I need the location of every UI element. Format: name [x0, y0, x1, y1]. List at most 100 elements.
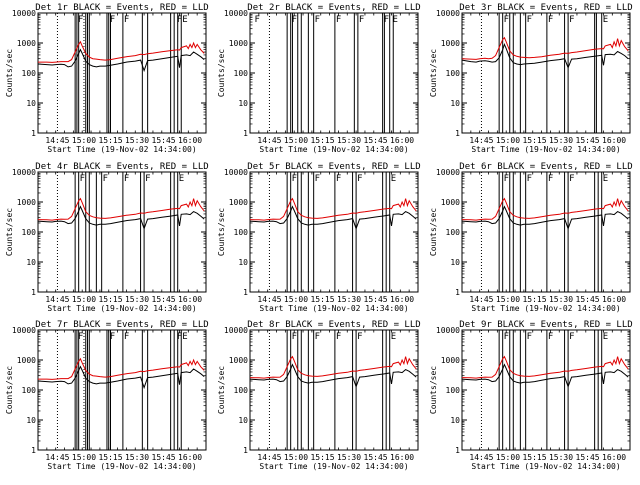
events-series-line [37, 205, 205, 231]
x-tick-label: 15:45 [364, 295, 388, 304]
flag-label: F [80, 174, 85, 184]
flag-label: E [603, 332, 608, 342]
flag-label: F [504, 15, 509, 25]
detector-panel: Det 2r BLACK = Events, RED = LLD 1 10 100 10… [217, 3, 421, 154]
y-tick-label: 1 [455, 129, 460, 138]
events-series-line [249, 205, 417, 231]
flag-label: F [527, 174, 532, 184]
y-tick-label: 100 [234, 228, 249, 237]
detector-panel: Det 1r BLACK = Events, RED = LLD 1 10 100 10… [5, 3, 209, 154]
x-axis-label: Start Time (19-Nov-02 14:34:00) [47, 462, 196, 471]
y-tick-label: 100 [22, 228, 37, 237]
x-tick-label: 15:45 [576, 136, 600, 145]
x-axis-label: Start Time (19-Nov-02 14:34:00) [47, 304, 196, 313]
events-series-line [37, 365, 205, 390]
x-tick-label: 16:00 [602, 295, 626, 304]
flag-label: F [177, 15, 182, 25]
y-tick-label: 1000 [17, 39, 36, 48]
x-tick-label: 14:45 [469, 453, 493, 462]
y-tick-label: 1000 [441, 198, 460, 207]
panel-title: Det 1r BLACK = Events, RED = LLD [35, 3, 208, 13]
lld-series-line [461, 355, 629, 379]
y-tick-label: 10000 [224, 9, 248, 18]
y-tick-label: 10 [450, 258, 460, 267]
x-tick-label: 14:45 [469, 295, 493, 304]
detector-panel: Det 4r BLACK = Events, RED = LLD 1 10 100 10… [5, 162, 209, 313]
x-tick-label: 15:00 [284, 453, 308, 462]
x-tick-label: 15:45 [364, 453, 388, 462]
plot-frame [461, 329, 631, 451]
y-tick-label: 10000 [12, 326, 36, 335]
x-axis-label: Start Time (19-Nov-02 14:34:00) [259, 462, 408, 471]
flag-label: F [569, 15, 574, 25]
flag-label: F [315, 174, 320, 184]
x-tick-label: 16:00 [602, 136, 626, 145]
detector-panel: Det 9r BLACK = Events, RED = LLD 1 10 100 10… [429, 320, 633, 471]
y-tick-label: 1000 [229, 198, 248, 207]
y-tick-label: 1 [243, 129, 248, 138]
y-tick-label: 10000 [12, 168, 36, 177]
detector-panel: Det 6r BLACK = Events, RED = LLD 1 10 100 10… [429, 162, 633, 313]
x-tick-label: 15:00 [284, 136, 308, 145]
x-tick-label: 16:00 [390, 295, 414, 304]
panel-title: Det 8r BLACK = Events, RED = LLD [247, 320, 420, 330]
flag-label: F [110, 15, 115, 25]
y-tick-label: 10 [238, 99, 248, 108]
events-series-line [37, 48, 205, 73]
x-tick-label: 15:30 [125, 295, 149, 304]
y-tick-label: 1 [243, 288, 248, 297]
lld-series-line [461, 36, 629, 60]
x-tick-label: 16:00 [390, 453, 414, 462]
x-tick-label: 14:45 [469, 136, 493, 145]
y-tick-label: 10 [450, 416, 460, 425]
lld-series-line [249, 355, 417, 379]
flag-label: F [78, 15, 83, 25]
y-tick-label: 10000 [436, 168, 460, 177]
x-axis-label: Start Time (19-Nov-02 14:34:00) [259, 304, 408, 313]
lld-series-line [38, 357, 205, 380]
flag-label: F [292, 332, 297, 342]
panel-title: Det 3r BLACK = Events, RED = LLD [459, 3, 632, 13]
flag-label: F [124, 174, 129, 184]
y-tick-label: 10000 [224, 168, 248, 177]
y-axis-label: Counts/sec [429, 208, 438, 256]
y-tick-label: 10 [450, 99, 460, 108]
flag-label: F [124, 15, 129, 25]
y-tick-label: 10 [26, 258, 36, 267]
flag-label: F [177, 332, 182, 342]
y-tick-label: 100 [22, 386, 37, 395]
flag-label: F [103, 174, 108, 184]
y-tick-label: 100 [22, 69, 37, 78]
plot-frame [461, 171, 631, 293]
y-tick-label: 1000 [17, 356, 36, 365]
y-tick-label: 100 [446, 69, 461, 78]
y-tick-label: 10000 [436, 9, 460, 18]
y-tick-label: 10000 [12, 9, 36, 18]
y-tick-label: 1 [455, 446, 460, 455]
flag-label: F [504, 332, 509, 342]
x-tick-label: 15:00 [72, 136, 96, 145]
x-tick-label: 15:00 [284, 295, 308, 304]
y-tick-label: 10000 [224, 326, 248, 335]
x-tick-label: 15:45 [576, 453, 600, 462]
x-tick-label: 16:00 [602, 453, 626, 462]
x-tick-label: 14:45 [45, 453, 69, 462]
x-tick-label: 15:00 [72, 295, 96, 304]
x-tick-label: 15:30 [125, 453, 149, 462]
flag-label: F [124, 332, 129, 342]
y-tick-label: 1000 [229, 356, 248, 365]
x-tick-label: 15:30 [549, 136, 573, 145]
y-tick-label: 10 [238, 258, 248, 267]
flag-label: F [292, 15, 297, 25]
x-tick-label: 15:00 [496, 295, 520, 304]
y-tick-label: 10 [238, 416, 248, 425]
detector-panel: Det 8r BLACK = Events, RED = LLD 1 10 100 10… [217, 320, 421, 471]
x-tick-label: 15:30 [125, 136, 149, 145]
y-tick-label: 100 [446, 386, 461, 395]
y-axis-label: Counts/sec [5, 49, 14, 97]
flag-label: E [603, 15, 608, 25]
lld-series-line [38, 40, 205, 63]
x-tick-label: 16:00 [178, 136, 202, 145]
x-tick-label: 14:45 [257, 295, 281, 304]
